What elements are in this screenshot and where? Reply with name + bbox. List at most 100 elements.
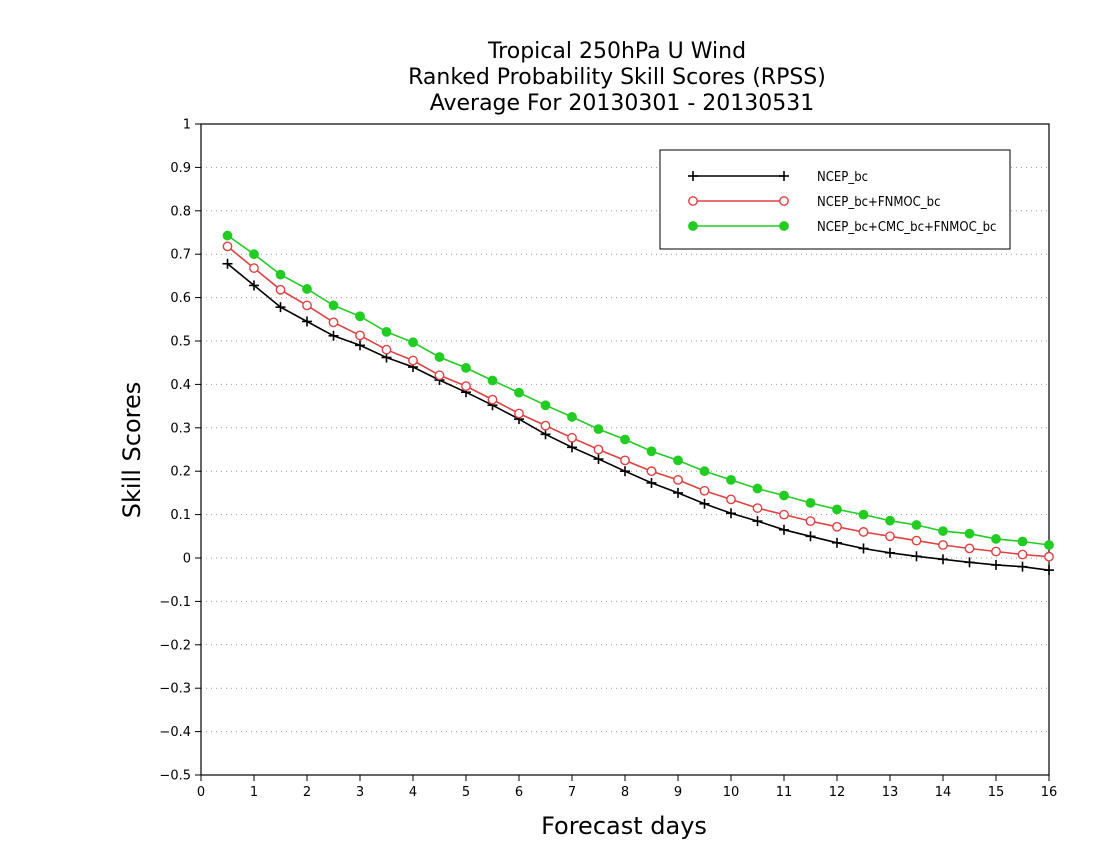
- data-point: [355, 340, 365, 351]
- data-point: [991, 546, 1001, 557]
- y-tick-label: 0.3: [170, 421, 191, 436]
- data-point: [805, 531, 816, 542]
- data-point: [540, 400, 551, 411]
- data-point: [222, 241, 233, 252]
- y-axis: −0.5 −0.4 −0.3 −0.2 −0.1 0 0.1 0.2 0.3 0.4 0.5 0.6 0…: [159, 118, 201, 784]
- data-point: [461, 363, 471, 373]
- data-point: [567, 442, 577, 453]
- data-point: [487, 394, 498, 405]
- series-2: [222, 241, 1054, 562]
- data-point: [673, 487, 683, 498]
- data-point: [593, 454, 604, 465]
- x-tick-label: 16: [1041, 785, 1058, 800]
- data-point: [885, 547, 895, 558]
- data-point: [805, 497, 816, 508]
- data-point: [567, 432, 577, 443]
- data-point: [911, 520, 922, 530]
- chart-title: Tropical 250hPa U Wind Ranked Probabilit…: [408, 39, 826, 116]
- data-point: [726, 474, 736, 485]
- series-line: [226, 263, 1050, 571]
- data-point: [514, 408, 524, 419]
- series-group: [222, 230, 1054, 576]
- data-point: [328, 317, 339, 328]
- data-point: [991, 534, 1001, 544]
- data-point: [688, 196, 698, 206]
- title-line-1: Tropical 250hPa U Wind: [487, 39, 746, 64]
- data-point: [964, 528, 975, 539]
- x-tick-label: 9: [674, 785, 682, 800]
- data-point: [1044, 565, 1054, 576]
- x-tick-label: 0: [197, 785, 205, 800]
- title-line-2: Ranked Probability Skill Scores (RPSS): [408, 65, 826, 90]
- data-point: [487, 375, 498, 386]
- y-tick-label: 0: [183, 552, 191, 567]
- title-line-3: Average For 20130301 - 20130531: [430, 91, 815, 116]
- data-point: [646, 466, 657, 477]
- data-point: [779, 509, 789, 520]
- data-point: [885, 515, 895, 526]
- y-tick-label: 0.8: [170, 204, 191, 219]
- data-point: [275, 284, 286, 295]
- data-point: [1017, 549, 1028, 560]
- data-point: [938, 554, 948, 565]
- legend-label: NCEP_bc+CMC_bc+FNMOC_bc: [817, 220, 996, 235]
- data-point: [620, 455, 630, 466]
- data-point: [1044, 551, 1054, 562]
- y-tick-label: 0.4: [170, 378, 191, 393]
- data-point: [408, 355, 418, 366]
- series-3: [222, 230, 1054, 550]
- data-point: [222, 230, 233, 241]
- series-line: [226, 245, 1050, 558]
- data-point: [514, 387, 524, 398]
- legend-box: [659, 149, 1011, 250]
- y-tick-label: 1: [183, 118, 191, 133]
- legend-label: NCEP_bc+FNMOC_bc: [817, 195, 941, 210]
- data-point: [779, 524, 789, 535]
- data-point: [222, 258, 233, 269]
- data-point: [620, 466, 630, 477]
- y-tick-label: 0.2: [170, 465, 191, 480]
- data-point: [249, 249, 259, 260]
- x-tick-label: 3: [356, 785, 364, 800]
- y-tick-label: −0.2: [159, 638, 191, 653]
- data-point: [275, 302, 286, 313]
- data-point: [355, 311, 365, 322]
- data-point: [832, 521, 842, 532]
- y-tick-label: 0.1: [170, 508, 191, 523]
- x-tick-label: 7: [568, 785, 576, 800]
- data-point: [832, 537, 842, 548]
- data-point: [858, 527, 869, 537]
- x-tick-label: 2: [303, 785, 311, 800]
- data-point: [911, 535, 922, 546]
- x-tick-label: 8: [621, 785, 629, 800]
- y-tick-label: −0.4: [159, 725, 191, 740]
- data-point: [779, 221, 789, 231]
- y-tick-label: 0.5: [170, 335, 191, 350]
- y-tick-label: 0.6: [170, 291, 191, 306]
- data-point: [779, 171, 789, 181]
- data-point: [593, 424, 604, 435]
- data-point: [646, 446, 657, 457]
- data-point: [249, 280, 259, 291]
- data-point: [249, 263, 259, 273]
- data-point: [328, 300, 339, 311]
- data-point: [381, 326, 392, 337]
- data-point: [726, 508, 736, 519]
- x-tick-label: 13: [882, 785, 899, 800]
- data-point: [699, 466, 710, 477]
- data-point: [302, 316, 312, 327]
- data-point: [646, 477, 657, 488]
- data-point: [434, 352, 445, 362]
- data-point: [858, 543, 869, 554]
- data-point: [805, 516, 816, 527]
- data-point: [355, 330, 365, 341]
- data-point: [381, 344, 392, 355]
- data-point: [620, 434, 630, 445]
- legend: NCEP_bc NCEP_bc+FNMOC_bc NCEP_bc+CMC_bc+FN…: [659, 149, 1011, 250]
- data-point: [540, 429, 551, 440]
- data-point: [991, 559, 1001, 570]
- data-point: [688, 221, 698, 231]
- data-point: [1044, 540, 1054, 550]
- data-point: [752, 516, 763, 527]
